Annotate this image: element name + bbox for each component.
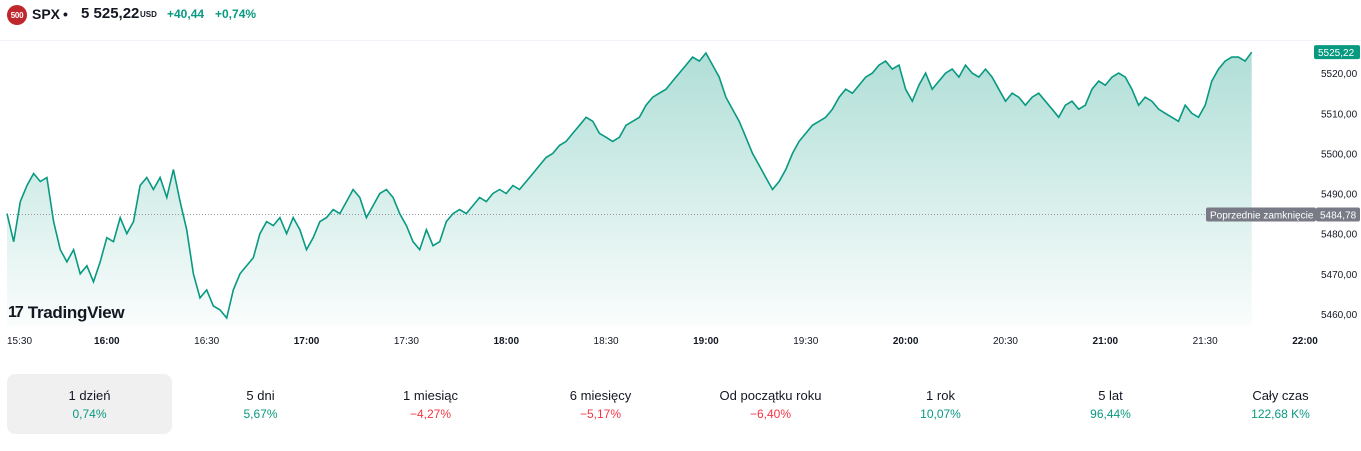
price-line [6,51,1253,320]
period-ytd[interactable]: Od początku roku −6,40% [688,374,853,434]
period-label: 5 lat [1098,388,1123,403]
market-status-dot: • [63,6,68,22]
price-change-percent: +0,74% [215,7,257,21]
period-label: 6 miesięcy [569,388,632,403]
period-label: 1 dzień [68,388,111,403]
y-axis-tick-label: 5500,00 [1321,149,1358,160]
svg-text:5525,22: 5525,22 [1318,48,1355,59]
period-label: 1 rok [926,388,955,403]
period-value: 96,44% [1090,407,1131,421]
period-1y[interactable]: 1 rok 10,07% [858,374,1023,434]
y-axis-tick-label: 5470,00 [1321,270,1358,281]
index-logo-badge[interactable]: 500 [7,5,27,25]
price-area-fill [7,52,1252,326]
x-axis-tick-label: 17:00 [294,336,320,347]
y-axis-tick-label: 5520,00 [1321,69,1358,80]
y-axis-tick-label: 5510,00 [1321,109,1358,120]
currency-label: USD [140,10,157,19]
x-axis-tick-label: 20:00 [893,336,919,347]
period-6m[interactable]: 6 miesięcy −5,17% [518,374,683,434]
quote-header: 500 SPX • 5 525,22 USD +40,44 +0,74% [0,0,1361,32]
last-price: 5 525,22 [81,5,140,22]
x-axis-tick-label: 20:30 [993,336,1018,347]
x-axis-tick-label: 16:30 [194,336,219,347]
period-value: 5,67% [243,407,278,421]
period-5y[interactable]: 5 lat 96,44% [1028,374,1193,434]
period-value: −4,27% [409,407,452,421]
period-label: 1 miesiąc [403,388,458,403]
x-axis-tick-label: 21:00 [1093,336,1119,347]
y-axis-tick-label: 5490,00 [1321,190,1358,201]
previous-close-label: Poprzednie zamknięcie [1206,207,1316,222]
tradingview-wordmark: TradingView [27,303,125,322]
x-axis-tick-label: 21:30 [1193,336,1218,347]
svg-text:5484,78: 5484,78 [1320,210,1357,221]
period-selector: 1 dzień 0,74% 5 dni 5,67% 1 miesiąc −4,27% … [0,374,1361,434]
x-axis-tick-label: 15:30 [7,336,32,347]
period-5d[interactable]: 5 dni 5,67% [178,374,343,434]
price-change: +40,44 [167,7,205,21]
period-1d[interactable]: 1 dzień 0,74% [7,374,172,434]
period-value: −6,40% [749,407,792,421]
period-1m[interactable]: 1 miesiąc −4,27% [348,374,513,434]
svg-text:Poprzednie zamknięcie: Poprzednie zamknięcie [1210,210,1314,221]
tradingview-logo[interactable]: 17 TradingView [8,303,125,323]
price-chart[interactable]: 5520,00 5510,00 5500,00 5490,00 5480,00 5470,… [0,41,1361,351]
y-axis-tick-label: 5480,00 [1321,230,1358,241]
x-axis-tick-label: 16:00 [94,336,120,347]
previous-close-price-badge: 5484,78 [1316,207,1360,222]
period-value: 10,07% [920,407,961,421]
period-value: 0,74% [72,407,107,421]
period-label: Cały czas [1252,388,1309,403]
x-axis-tick-label: 17:30 [394,336,419,347]
x-axis-tick-label: 19:30 [793,336,818,347]
tradingview-mark-icon: 17 [8,304,24,321]
header-divider [0,40,1361,41]
x-axis-tick-label: 19:00 [693,336,719,347]
period-label: 5 dni [246,388,275,403]
x-axis-tick-label: 18:00 [493,336,519,347]
last-price-badge: 5525,22 [1314,45,1360,60]
x-axis-tick-label: 22:00 [1292,336,1318,347]
x-axis-tick-label: 18:30 [594,336,619,347]
period-all[interactable]: Cały czas 122,68 K% [1198,374,1361,434]
period-value: 122,68 K% [1251,407,1310,421]
period-label: Od początku roku [719,388,822,403]
period-value: −5,17% [579,407,622,421]
symbol-label[interactable]: SPX [32,6,61,22]
y-axis-tick-label: 5460,00 [1321,310,1358,321]
